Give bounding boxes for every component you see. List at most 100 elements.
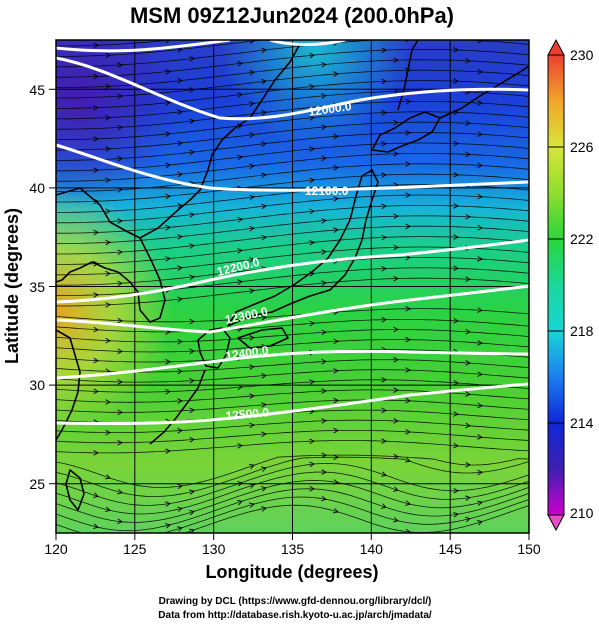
wind-arrowhead bbox=[189, 489, 195, 495]
wind-arrowhead bbox=[93, 260, 99, 267]
wind-arrowhead bbox=[165, 388, 171, 395]
wind-arrowhead bbox=[321, 155, 327, 162]
wind-arrowhead bbox=[93, 292, 99, 298]
wind-arrowhead bbox=[405, 528, 411, 533]
wind-arrowhead bbox=[465, 58, 471, 64]
wind-arrowhead bbox=[465, 328, 471, 335]
wind-arrowhead bbox=[177, 234, 183, 240]
wind-arrowhead bbox=[465, 214, 471, 220]
wind-arrowhead bbox=[453, 203, 459, 209]
wind-arrowhead bbox=[165, 224, 171, 231]
wind-arrowhead bbox=[93, 450, 99, 456]
wind-arrowhead bbox=[261, 203, 267, 210]
wind-arrowhead bbox=[393, 326, 399, 333]
wind-arrowhead bbox=[93, 73, 99, 80]
wind-arrowhead bbox=[118, 545, 123, 550]
wind-arrowhead bbox=[261, 110, 267, 116]
y-tick-label: 25 bbox=[29, 476, 45, 492]
wind-arrowhead bbox=[453, 78, 459, 84]
wind-arrowhead bbox=[249, 288, 255, 294]
wind-arrowhead bbox=[309, 239, 315, 246]
wind-arrowhead bbox=[405, 130, 411, 136]
wind-arrowhead bbox=[237, 384, 243, 391]
wind-arrowhead bbox=[453, 140, 459, 147]
wind-arrowhead bbox=[393, 486, 399, 492]
wind-arrowhead bbox=[477, 162, 483, 169]
wind-arrowhead bbox=[321, 217, 327, 224]
wind-arrowhead bbox=[237, 443, 243, 449]
wind-arrowhead bbox=[453, 171, 459, 178]
contour-12500 bbox=[56, 382, 529, 426]
wind-arrowhead bbox=[105, 208, 111, 215]
wind-arrowhead bbox=[321, 93, 327, 99]
wind-arrowhead bbox=[93, 229, 99, 236]
y-axis-label: Latitude (degrees) bbox=[2, 208, 22, 364]
wind-arrowhead bbox=[393, 119, 399, 126]
wind-arrowhead bbox=[405, 500, 411, 506]
wind-arrowhead bbox=[177, 483, 183, 490]
wind-arrowhead bbox=[237, 499, 243, 506]
wind-arrowhead bbox=[477, 340, 483, 346]
wind-arrowhead bbox=[117, 409, 123, 416]
x-tick-label: 135 bbox=[281, 541, 305, 557]
wind-arrowhead bbox=[333, 454, 339, 461]
wind-arrowhead bbox=[189, 436, 195, 443]
wind-arrowhead bbox=[261, 78, 267, 85]
wind-arrowhead bbox=[477, 224, 483, 231]
wind-arrowhead bbox=[249, 364, 255, 370]
wind-arrowhead bbox=[177, 140, 183, 147]
wind-arrowhead bbox=[117, 518, 123, 525]
x-axis-label: Longitude (degrees) bbox=[205, 562, 378, 582]
wind-arrowhead bbox=[189, 212, 195, 218]
wind-arrowhead bbox=[321, 329, 327, 336]
wind-arrowhead bbox=[105, 399, 111, 405]
wind-arrowhead bbox=[405, 40, 410, 42]
wind-arrowhead bbox=[465, 495, 471, 501]
y-tick-label: 40 bbox=[29, 180, 45, 196]
wind-arrowhead bbox=[261, 172, 267, 178]
wind-arrowhead bbox=[465, 151, 471, 158]
wind-arrowhead bbox=[477, 193, 483, 200]
wind-arrowhead bbox=[248, 502, 255, 508]
wind-arrowhead bbox=[105, 429, 111, 436]
wind-arrowhead bbox=[237, 123, 243, 129]
wind-arrowhead bbox=[165, 448, 171, 454]
wind-arrowhead bbox=[381, 377, 387, 383]
wind-arrowhead bbox=[105, 506, 111, 513]
wind-arrowhead bbox=[177, 296, 183, 303]
coast-korea-china bbox=[56, 187, 166, 323]
x-tick-label: 130 bbox=[202, 541, 226, 557]
wind-arrowhead bbox=[333, 368, 339, 374]
wind-arrowhead bbox=[393, 151, 399, 157]
wind-arrowhead bbox=[177, 171, 183, 178]
wind-arrowhead bbox=[477, 402, 483, 409]
wind-arrowhead bbox=[93, 104, 99, 111]
wind-arrowhead bbox=[249, 132, 255, 138]
wind-arrowhead bbox=[237, 279, 243, 285]
wind-arrowhead bbox=[321, 452, 327, 459]
wind-arrowhead bbox=[177, 202, 183, 209]
wind-arrowhead bbox=[393, 387, 399, 393]
coast-sakhalin bbox=[397, 40, 419, 111]
wind-arrowhead bbox=[333, 397, 339, 404]
wind-arrowhead bbox=[165, 68, 171, 75]
wind-arrowhead bbox=[333, 164, 339, 171]
wind-arrowhead bbox=[189, 318, 195, 325]
wind-arrowhead bbox=[381, 316, 387, 323]
x-axis-ticks bbox=[55, 533, 530, 540]
wind-arrowhead bbox=[321, 418, 327, 424]
wind-arrowhead bbox=[393, 418, 399, 424]
wind-arrowhead bbox=[249, 335, 255, 341]
wind-arrowhead bbox=[165, 162, 171, 169]
wind-arrowhead bbox=[453, 511, 459, 518]
contour-label-12400: 12400.0 bbox=[224, 343, 269, 363]
colorbar-top-arrow bbox=[547, 38, 565, 56]
wind-arrowhead bbox=[477, 131, 483, 137]
wind-arrowhead bbox=[165, 501, 171, 507]
contour-labels: 12000.0 12100.0 12200.0 12300.0 12400.0 … bbox=[215, 99, 352, 423]
wind-arrowhead bbox=[405, 429, 411, 435]
wind-arrowhead bbox=[405, 457, 411, 463]
wind-arrowhead bbox=[477, 256, 483, 262]
wind-arrowhead bbox=[309, 177, 315, 184]
